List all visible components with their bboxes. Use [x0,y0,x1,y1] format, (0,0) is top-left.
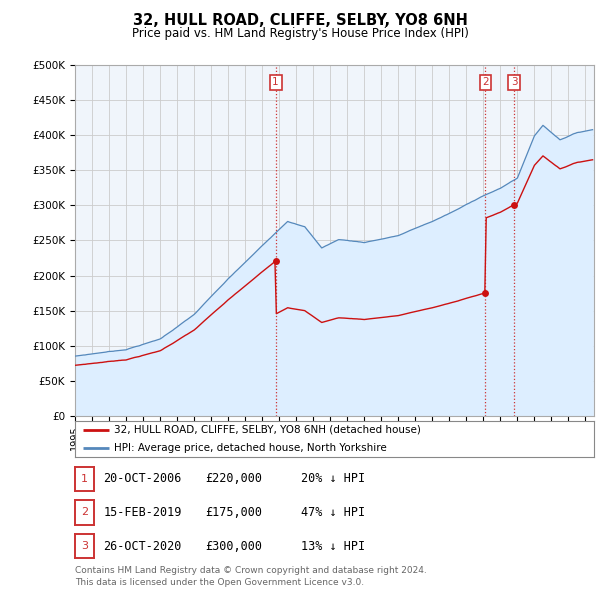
Text: 20-OCT-2006: 20-OCT-2006 [103,472,182,486]
Text: £300,000: £300,000 [205,539,262,553]
Text: 13% ↓ HPI: 13% ↓ HPI [301,539,365,553]
Text: 3: 3 [81,541,88,551]
Text: 15-FEB-2019: 15-FEB-2019 [103,506,182,519]
Text: Contains HM Land Registry data © Crown copyright and database right 2024.
This d: Contains HM Land Registry data © Crown c… [75,566,427,587]
Text: 20% ↓ HPI: 20% ↓ HPI [301,472,365,486]
Text: £220,000: £220,000 [205,472,262,486]
Text: 26-OCT-2020: 26-OCT-2020 [103,539,182,553]
Text: 2: 2 [482,77,489,87]
Text: £175,000: £175,000 [205,506,262,519]
Text: 2: 2 [81,507,88,517]
Text: 32, HULL ROAD, CLIFFE, SELBY, YO8 6NH (detached house): 32, HULL ROAD, CLIFFE, SELBY, YO8 6NH (d… [114,425,421,435]
Text: 1: 1 [272,77,279,87]
Text: 32, HULL ROAD, CLIFFE, SELBY, YO8 6NH: 32, HULL ROAD, CLIFFE, SELBY, YO8 6NH [133,13,467,28]
Text: 3: 3 [511,77,518,87]
Text: 1: 1 [81,474,88,484]
Text: HPI: Average price, detached house, North Yorkshire: HPI: Average price, detached house, Nort… [114,443,386,453]
Text: Price paid vs. HM Land Registry's House Price Index (HPI): Price paid vs. HM Land Registry's House … [131,27,469,40]
Text: 47% ↓ HPI: 47% ↓ HPI [301,506,365,519]
